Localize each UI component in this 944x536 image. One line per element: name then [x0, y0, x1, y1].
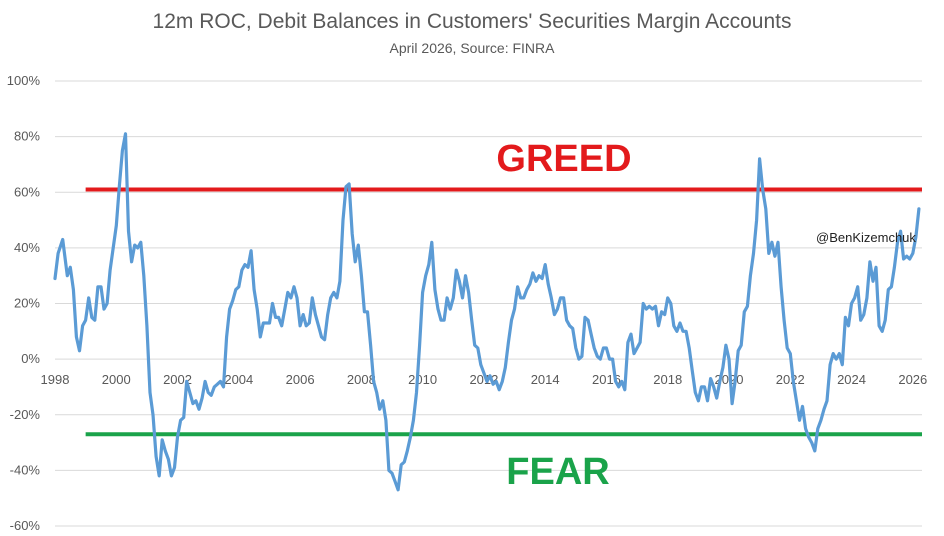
x-tick-label: 2002 [163, 372, 192, 387]
x-tick-label: 2008 [347, 372, 376, 387]
y-tick-label: 0% [21, 351, 40, 366]
chart-title: 12m ROC, Debit Balances in Customers' Se… [152, 10, 792, 33]
series-layer [53, 132, 921, 492]
x-tick-label: 2010 [408, 372, 437, 387]
grid-lines [55, 80, 922, 527]
y-tick-label: 100% [7, 73, 41, 88]
fear-label: FEAR [506, 451, 609, 493]
y-tick-label: 80% [14, 129, 40, 144]
chart-subtitle: April 2026, Source: FINRA [389, 40, 555, 56]
x-tick-label: 1998 [41, 372, 70, 387]
x-axis-ticks: 1998 2000 2002 2004 2006 2008 2010 2012 2014 2016… [41, 372, 928, 387]
y-tick-label: -60% [10, 518, 41, 533]
x-tick-label: 2024 [837, 372, 866, 387]
x-tick-label: 2018 [653, 372, 682, 387]
x-tick-label: 2004 [224, 372, 253, 387]
x-tick-label: 2000 [102, 372, 131, 387]
y-axis-ticks: 100% 80% 60% 40% 20% 0% -20% -40% -60% [7, 73, 41, 533]
x-tick-label: 2006 [286, 372, 315, 387]
x-tick-label: 2026 [898, 372, 927, 387]
x-tick-label: 2014 [531, 372, 560, 387]
greed-label: GREED [496, 138, 631, 180]
y-tick-label: 40% [14, 240, 40, 255]
y-tick-label: -20% [10, 407, 41, 422]
reference-lines [85, 187, 922, 437]
y-tick-label: 20% [14, 296, 40, 311]
series-line-0 [53, 132, 921, 492]
y-tick-label: -40% [10, 462, 41, 477]
y-tick-label: 60% [14, 184, 40, 199]
author-credit: @BenKizemchuk [816, 230, 916, 245]
x-tick-label: 2022 [776, 372, 805, 387]
